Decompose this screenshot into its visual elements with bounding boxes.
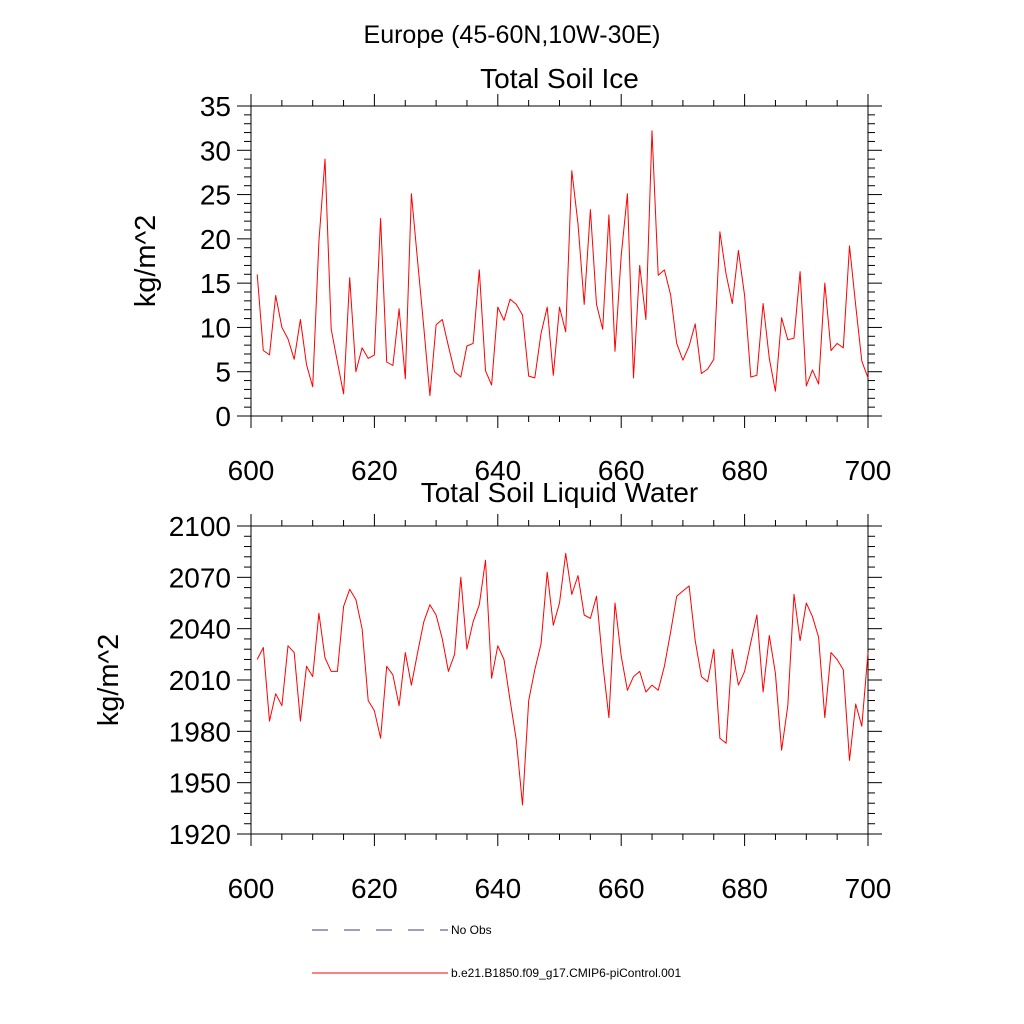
y-axis-label: kg/m^2	[93, 634, 125, 727]
x-tick-label: 660	[598, 455, 645, 486]
x-tick-label: 600	[228, 873, 275, 904]
x-tick-label: 640	[474, 873, 521, 904]
x-tick-label: 620	[351, 873, 398, 904]
y-tick-label: 20	[200, 224, 231, 255]
x-tick-label: 700	[845, 873, 892, 904]
y-tick-label: 2040	[169, 614, 231, 645]
x-tick-label: 640	[474, 455, 521, 486]
chart-panel-1: Total Soil Ice kg/m^2 600 620 640 660 680 700 0 5…	[130, 63, 891, 486]
y-tick-label: 10	[200, 312, 231, 343]
y-tick-label: 35	[200, 91, 231, 122]
y-tick-label: 0	[215, 401, 231, 432]
y-tick-label: 2070	[169, 562, 231, 593]
chart-title: Total Soil Ice	[480, 63, 639, 94]
panels: Total Soil Ice kg/m^2 600 620 640 660 680 700 0 5…	[93, 63, 891, 904]
y-tick-label: 2100	[169, 511, 231, 542]
legend-no-obs-label: No Obs	[451, 923, 492, 937]
plot-frame	[250, 105, 869, 417]
x-tick-label: 660	[598, 873, 645, 904]
x-tick-label: 680	[721, 455, 768, 486]
y-axis-label: kg/m^2	[130, 215, 162, 308]
y-tick-label: 25	[200, 180, 231, 211]
x-tick-label: 600	[228, 455, 275, 486]
x-tick-label: 620	[351, 455, 398, 486]
y-tick-label: 30	[200, 135, 231, 166]
chart-title: Total Soil Liquid Water	[421, 477, 699, 508]
y-tick-label: 2010	[169, 665, 231, 696]
y-tick-label: 15	[200, 268, 231, 299]
y-tick-label: 1950	[169, 768, 231, 799]
y-tick-label: 1920	[169, 819, 231, 850]
chart-panel-2: Total Soil Liquid Water kg/m^2 600 620 640 66…	[93, 477, 891, 904]
series-line-1	[256, 552, 869, 806]
suptitle: Europe (45-60N,10W-30E)	[364, 21, 661, 49]
y-tick-label: 5	[215, 357, 231, 388]
legend-model-label: b.e21.B1850.f09_g17.CMIP6-piControl.001	[451, 966, 681, 980]
y-tick-label: 1980	[169, 716, 231, 747]
legend: No Obs b.e21.B1850.f09_g17.CMIP6-piContr…	[312, 923, 681, 980]
x-tick-label: 680	[721, 873, 768, 904]
series-line-1	[256, 130, 869, 397]
x-tick-label: 700	[845, 455, 892, 486]
